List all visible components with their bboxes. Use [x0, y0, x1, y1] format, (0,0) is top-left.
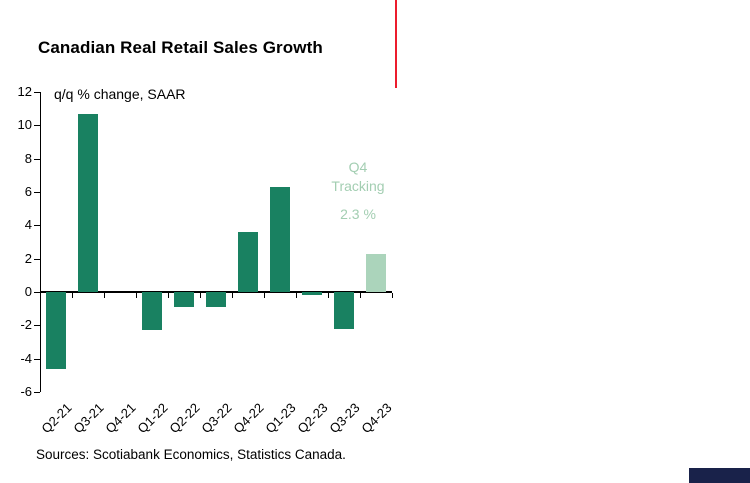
y-tick-mark — [34, 192, 40, 193]
y-tick-label: -4 — [20, 350, 32, 366]
y-tick-label: -2 — [20, 317, 32, 333]
y-tick-mark — [34, 125, 40, 127]
x-tick-mark — [264, 293, 265, 298]
chart-subtitle: q/q % change, SAAR — [54, 86, 186, 102]
x-tick-mark — [360, 293, 361, 298]
tracking-value: 2.3 % — [340, 206, 376, 222]
tracking-annotation: Q4 Tracking 2.3 % — [316, 158, 400, 224]
bar — [270, 187, 290, 292]
tracking-label-line1: Q4 — [348, 159, 368, 175]
y-tick-mark — [34, 92, 40, 93]
bar — [366, 253, 386, 292]
x-tick-mark — [328, 293, 329, 298]
y-tick-mark — [34, 292, 40, 293]
x-tick-mark — [72, 293, 73, 298]
bar — [238, 232, 258, 292]
y-axis-line — [40, 92, 41, 392]
bar — [334, 292, 354, 329]
x-tick-mark — [136, 293, 137, 298]
y-tick-label: 12 — [17, 84, 32, 99]
y-tick-label: 6 — [24, 184, 32, 199]
y-tick-label: 2 — [24, 250, 32, 266]
x-tick-mark — [296, 293, 297, 298]
y-tick-label: 10 — [17, 117, 32, 133]
bar — [174, 292, 194, 307]
bar — [206, 292, 226, 307]
x-tick-mark — [168, 293, 169, 298]
x-tick-mark — [104, 293, 105, 298]
x-tick-mark — [200, 293, 201, 298]
y-tick-mark — [34, 258, 40, 260]
bar — [142, 292, 162, 331]
sources-note: Sources: Scotiabank Economics, Statistic… — [36, 447, 346, 462]
y-tick-mark — [34, 158, 40, 160]
tracking-label-line2: Tracking — [331, 178, 385, 194]
bar — [78, 113, 98, 292]
y-tick-mark — [34, 358, 40, 360]
x-tick-mark — [392, 293, 393, 298]
y-tick-label: 0 — [24, 284, 32, 299]
y-tick-mark — [34, 325, 40, 327]
y-tick-label: 8 — [24, 150, 32, 166]
x-tick-mark — [232, 293, 233, 298]
chart-title: Canadian Real Retail Sales Growth — [38, 38, 323, 57]
y-tick-mark — [34, 225, 40, 227]
bar — [46, 292, 66, 369]
x-tick-mark — [40, 293, 41, 298]
bar — [302, 292, 322, 296]
y-tick-mark — [34, 392, 40, 393]
y-tick-label: 4 — [24, 217, 32, 233]
red-border-rule — [395, 0, 397, 88]
navy-footer-block — [689, 468, 750, 483]
y-tick-label: -6 — [20, 384, 32, 399]
